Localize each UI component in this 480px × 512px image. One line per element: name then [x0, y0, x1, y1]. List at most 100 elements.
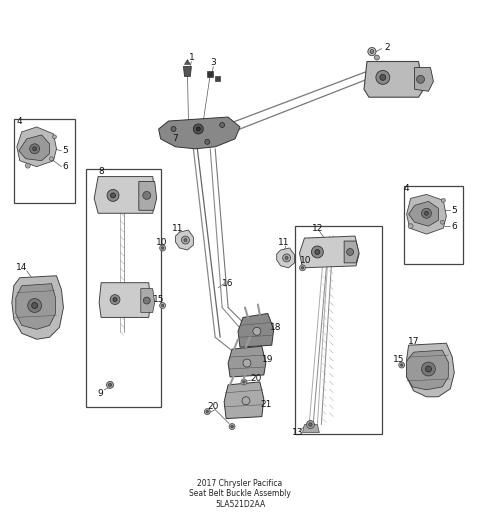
Circle shape: [196, 127, 200, 131]
Text: 11: 11: [278, 238, 289, 247]
Bar: [295, 226, 382, 435]
Circle shape: [161, 304, 164, 307]
Circle shape: [417, 75, 424, 83]
Circle shape: [243, 359, 251, 367]
Text: 14: 14: [16, 263, 27, 272]
Polygon shape: [407, 350, 448, 390]
Text: 20: 20: [207, 402, 219, 411]
Circle shape: [25, 163, 30, 168]
Text: 15: 15: [153, 295, 165, 304]
Polygon shape: [99, 283, 151, 317]
Circle shape: [309, 423, 312, 426]
Text: 13: 13: [292, 428, 303, 437]
Text: 10: 10: [300, 257, 311, 265]
Circle shape: [49, 157, 53, 161]
Circle shape: [28, 298, 42, 312]
Text: 4: 4: [404, 184, 409, 193]
Text: 7: 7: [173, 134, 179, 143]
Circle shape: [241, 379, 247, 385]
Text: 2017 Chrysler Pacifica
Seat Belt Buckle Assembly
5LA521D2AA: 2017 Chrysler Pacifica Seat Belt Buckle …: [189, 479, 291, 509]
Circle shape: [306, 420, 314, 429]
Circle shape: [315, 249, 320, 254]
Circle shape: [347, 248, 354, 255]
Polygon shape: [238, 313, 274, 347]
Circle shape: [374, 55, 379, 60]
Polygon shape: [344, 241, 359, 263]
Bar: [215, 76, 220, 81]
Circle shape: [161, 247, 164, 249]
Circle shape: [243, 381, 245, 383]
Text: 10: 10: [156, 238, 168, 247]
Text: 8: 8: [98, 167, 104, 176]
Polygon shape: [300, 236, 359, 268]
Bar: [404, 186, 463, 264]
Circle shape: [171, 126, 176, 132]
Circle shape: [242, 397, 250, 404]
Circle shape: [108, 383, 111, 387]
Text: 11: 11: [172, 224, 183, 232]
Circle shape: [110, 193, 116, 198]
Text: 16: 16: [222, 279, 234, 288]
Polygon shape: [408, 201, 438, 226]
Polygon shape: [17, 127, 57, 166]
Polygon shape: [415, 68, 433, 91]
Circle shape: [300, 265, 305, 271]
Polygon shape: [302, 424, 319, 433]
Polygon shape: [176, 230, 193, 250]
Text: 6: 6: [62, 162, 68, 171]
Text: 3: 3: [210, 58, 216, 67]
Circle shape: [442, 198, 445, 202]
Circle shape: [301, 267, 304, 269]
Circle shape: [160, 303, 166, 309]
Circle shape: [107, 381, 114, 388]
Polygon shape: [228, 346, 266, 377]
Circle shape: [421, 208, 432, 218]
Circle shape: [376, 71, 390, 84]
Circle shape: [400, 364, 403, 366]
Circle shape: [229, 423, 235, 430]
Polygon shape: [141, 289, 155, 312]
Text: 12: 12: [312, 224, 323, 232]
Circle shape: [205, 139, 210, 144]
Circle shape: [231, 425, 233, 428]
Polygon shape: [159, 117, 240, 149]
Circle shape: [421, 362, 435, 376]
Circle shape: [33, 147, 36, 151]
Circle shape: [408, 224, 413, 229]
Circle shape: [283, 254, 290, 262]
Text: 18: 18: [270, 323, 281, 332]
Text: 6: 6: [451, 222, 457, 231]
Bar: [14, 119, 75, 203]
Polygon shape: [139, 182, 156, 210]
Text: 1: 1: [189, 53, 194, 62]
Circle shape: [32, 303, 37, 309]
Circle shape: [204, 409, 210, 415]
Circle shape: [143, 191, 151, 199]
Circle shape: [440, 220, 444, 224]
Text: 5: 5: [451, 206, 457, 215]
Text: 15: 15: [393, 355, 405, 364]
Bar: [207, 71, 213, 77]
Circle shape: [368, 48, 376, 55]
Polygon shape: [12, 276, 63, 339]
Polygon shape: [364, 61, 423, 97]
Text: 21: 21: [260, 400, 272, 409]
Circle shape: [424, 211, 429, 215]
Circle shape: [220, 122, 225, 127]
Polygon shape: [276, 248, 295, 268]
Polygon shape: [407, 343, 454, 397]
Circle shape: [144, 297, 150, 304]
Polygon shape: [184, 59, 191, 65]
Circle shape: [425, 366, 432, 372]
Text: 4: 4: [17, 117, 23, 125]
Text: 5: 5: [62, 146, 68, 155]
Text: 20: 20: [250, 374, 262, 383]
Polygon shape: [19, 135, 49, 161]
Circle shape: [181, 236, 190, 244]
Circle shape: [160, 245, 166, 251]
Text: 2: 2: [384, 43, 390, 52]
Circle shape: [110, 294, 120, 305]
Circle shape: [253, 327, 261, 335]
Polygon shape: [94, 177, 156, 214]
Circle shape: [312, 246, 324, 258]
